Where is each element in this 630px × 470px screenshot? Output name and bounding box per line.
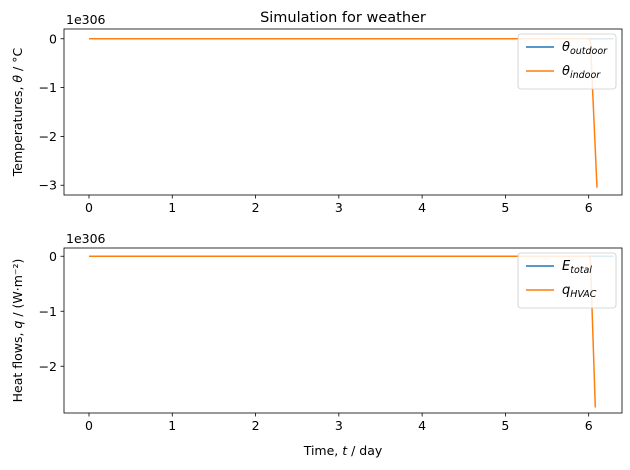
y-axis-label: Heat flows, q / (W·m⁻²) (10, 259, 25, 403)
chart-title: Simulation for weather (260, 10, 426, 26)
panel-1: 0 1 2 3 4 5 6 0 −1 −2 −3 1e306 Simulation for weathe… (10, 10, 623, 215)
x-tick-label: 1 (168, 200, 176, 215)
plot-frame (63, 28, 623, 196)
x-tick-label: 1 (168, 418, 176, 433)
x-axis-label-suffix: / day (347, 443, 383, 458)
x-tick-label: 5 (501, 200, 509, 215)
x-tick-label: 5 (501, 418, 509, 433)
legend-entry-indoor: θindoor (562, 64, 601, 81)
x-tick-label: 6 (585, 418, 593, 433)
y-offset-text: 1e306 (66, 231, 106, 246)
x-axis-label-prefix: Time, (303, 443, 343, 458)
legend-entry-main: θ (562, 40, 570, 55)
legend-entry-sub: HVAC (570, 289, 596, 300)
x-tick-label: 6 (585, 200, 593, 215)
x-tick-label: 4 (418, 418, 426, 433)
y-tick-label: 0 (49, 249, 57, 264)
legend-entry-HVAC: qHVAC (562, 283, 597, 300)
y-axis-label-prefix: Heat flows, (10, 329, 25, 403)
x-axis-label: Time, t / day (303, 443, 383, 458)
legend-entry-main: q (562, 283, 570, 298)
legend-entry-main: θ (562, 64, 570, 79)
legend-entry-total: Etotal (562, 259, 592, 276)
x-tick-label: 3 (335, 200, 343, 215)
panel-2: 0 1 2 3 4 5 6 0 −1 −2 1e306 Heat flows, q / (W·m⁻²)… (10, 231, 623, 458)
y-tick-label: −3 (39, 178, 57, 193)
x-tick-label: 0 (85, 200, 93, 215)
x-tick-label: 2 (252, 200, 260, 215)
y-axis-label-symbol: q (10, 321, 25, 329)
legend-entry-outdoor: θoutdoor (562, 40, 608, 57)
x-tick-label: 0 (85, 418, 93, 433)
x-axis-label-symbol: t (342, 443, 348, 458)
y-tick-label: 0 (49, 31, 57, 46)
plot-frame (63, 247, 623, 414)
x-tick-label: 3 (335, 418, 343, 433)
y-axis-label: Temperatures, θ / °C (10, 48, 25, 178)
y-axis-label-symbol: θ (10, 75, 25, 83)
legend-entry-sub: outdoor (570, 46, 608, 57)
legend-entry-sub: total (570, 265, 592, 276)
y-tick-label: −2 (39, 359, 57, 374)
y-tick-label: −1 (39, 304, 57, 319)
x-tick-label: 4 (418, 200, 426, 215)
legend-entry-main: E (562, 259, 571, 274)
y-offset-text: 1e306 (66, 12, 106, 27)
legend-entry-sub: indoor (570, 70, 601, 81)
y-tick-label: −1 (39, 80, 57, 95)
y-axis-label-suffix: / °C (10, 48, 25, 75)
y-tick-label: −2 (39, 129, 57, 144)
y-axis-label-prefix: Temperatures, (10, 83, 25, 178)
x-tick-label: 2 (252, 418, 260, 433)
y-axis-label-suffix: / (W·m⁻²) (10, 259, 25, 321)
